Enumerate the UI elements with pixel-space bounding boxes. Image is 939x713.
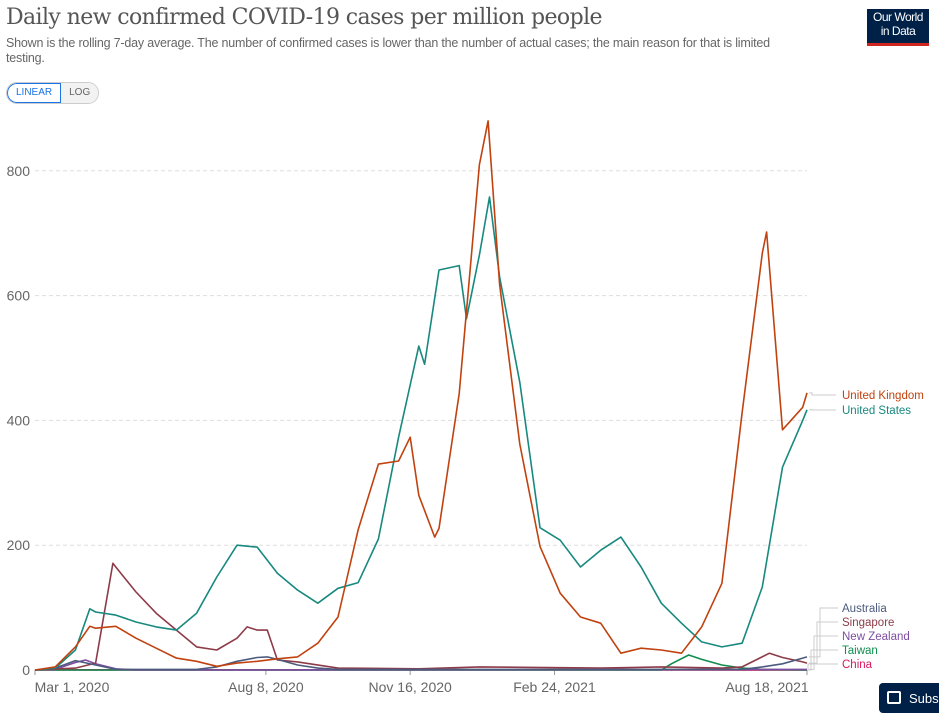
x-tick-label: Mar 1, 2020 — [35, 679, 110, 695]
x-tick-label: Aug 8, 2020 — [228, 679, 304, 695]
y-tick-label: 400 — [7, 412, 31, 428]
subscribe-button[interactable]: Subs — [879, 683, 939, 713]
legend-connector — [809, 393, 836, 395]
legend-label-china: China — [842, 659, 873, 671]
legend-label-united-kingdom: United Kingdom — [842, 390, 924, 402]
x-tick-label: Nov 16, 2020 — [369, 679, 452, 695]
legend-connector — [809, 650, 838, 670]
y-tick-label: 800 — [7, 163, 31, 179]
y-tick-label: 0 — [22, 662, 30, 678]
series-line-singapore — [35, 563, 807, 670]
legend-label-singapore: Singapore — [842, 617, 894, 629]
bell-icon — [887, 691, 901, 704]
y-tick-label: 600 — [7, 288, 31, 304]
y-tick-label: 200 — [7, 537, 31, 553]
legend-label-taiwan: Taiwan — [842, 645, 878, 657]
x-tick-label: Feb 24, 2021 — [513, 679, 596, 695]
series-line-united-states — [35, 197, 807, 670]
x-tick-label: Aug 18, 2021 — [725, 679, 809, 695]
legend-label-australia: Australia — [842, 603, 887, 615]
legend-label-united-states: United States — [842, 405, 911, 417]
legend-label-new-zealand: New Zealand — [842, 631, 910, 643]
series-line-united-kingdom — [35, 121, 807, 670]
